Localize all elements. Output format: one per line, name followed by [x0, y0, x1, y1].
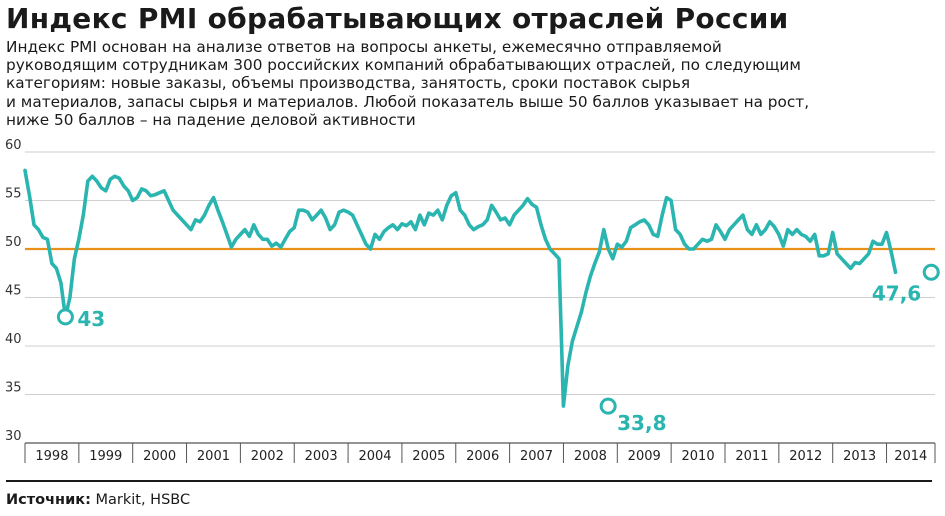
y-tick-label: 30	[5, 429, 22, 444]
x-tick-label: 2005	[412, 449, 445, 464]
x-axis: 1998 1999 2000 2001 2002 2003 2004 2005 2006 2007…	[24, 442, 936, 464]
y-tick-label: 55	[5, 187, 22, 202]
x-tick-label: 2006	[466, 449, 499, 464]
chart-title: Индекс PMI обрабатывающих отраслей Росси…	[6, 2, 789, 35]
x-tick-label: 2007	[520, 449, 553, 464]
annotation-label: 47,6	[872, 281, 921, 305]
x-tick-label: 1999	[89, 449, 122, 464]
annotation-label: 43	[77, 307, 105, 331]
x-tick-label: 2004	[358, 449, 391, 464]
x-tick-label: 2014	[894, 449, 927, 464]
pmi-line-chart: 30 35 40 45 50 55 60 1998 1999 2000 2001 2002 2003 2…	[5, 138, 940, 464]
annotation-marker	[599, 397, 617, 415]
source-value: Markit, HSBC	[95, 492, 191, 508]
series-line-pmi	[23, 168, 898, 408]
x-tick-label: 2003	[305, 449, 338, 464]
y-tick-label: 60	[5, 138, 22, 153]
source-note: Источник: Markit, HSBC	[6, 492, 190, 508]
x-tick-label: 2011	[735, 449, 768, 464]
x-tick-label: 1998	[35, 449, 68, 464]
grid	[25, 151, 935, 395]
x-tick-label: 2000	[143, 449, 176, 464]
y-tick-label: 50	[5, 235, 22, 250]
annotation-marker	[922, 263, 940, 281]
annotations: 43 33,8 47,6	[56, 263, 940, 435]
source-label: Источник:	[6, 492, 91, 508]
x-tick-label: 2008	[574, 449, 607, 464]
annotation-marker	[56, 308, 74, 326]
x-tick-label: 2002	[251, 449, 284, 464]
chart-subtitle: Индекс PMI основан на анализе ответов на…	[6, 38, 810, 129]
y-axis: 30 35 40 45 50 55 60	[5, 138, 22, 444]
x-tick-label: 2009	[628, 449, 661, 464]
x-tick-label: 2001	[197, 449, 230, 464]
x-tick-label: 2010	[682, 449, 715, 464]
y-tick-label: 45	[5, 284, 22, 299]
y-tick-label: 40	[5, 332, 22, 347]
y-tick-label: 35	[5, 381, 22, 396]
x-tick-label: 2013	[843, 449, 876, 464]
footer-divider	[6, 480, 932, 482]
annotation-label: 33,8	[617, 411, 666, 435]
x-tick-label: 2012	[789, 449, 822, 464]
